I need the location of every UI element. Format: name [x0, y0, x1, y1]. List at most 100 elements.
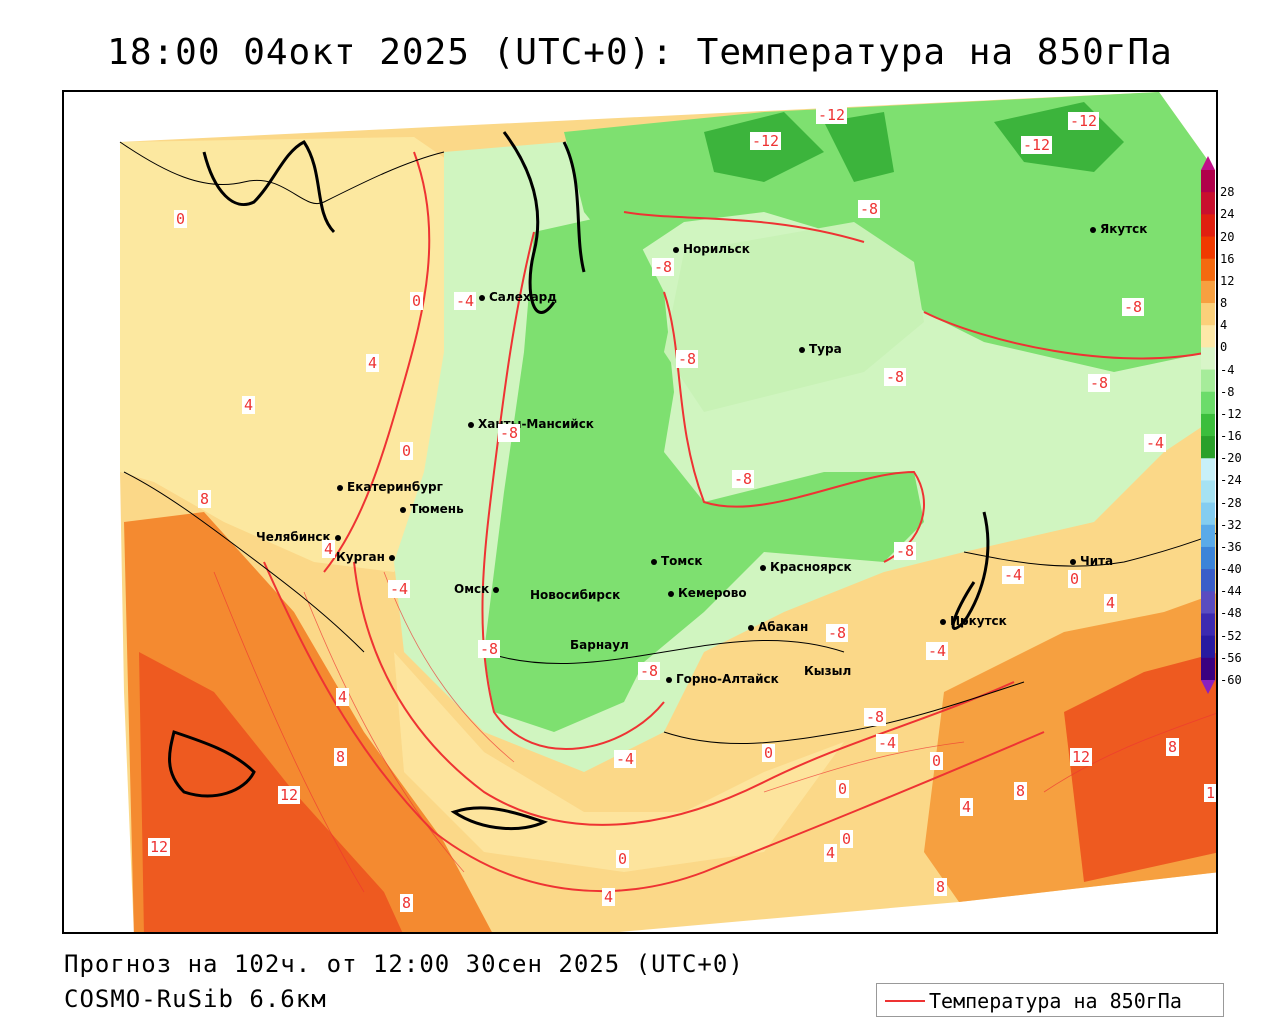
contour-label: -8 — [1088, 374, 1111, 392]
hot-core-south-east — [1064, 653, 1216, 882]
contour-label: 4 — [602, 888, 616, 906]
contour-label: 0 — [400, 442, 414, 460]
color-scale-segment — [1201, 258, 1215, 282]
city-krasnoyarsk: Красноярск — [760, 560, 852, 574]
color-scale-tick-label: 20 — [1220, 229, 1235, 244]
color-scale-segment — [1201, 502, 1215, 526]
color-scale-tick-label: -12 — [1220, 406, 1242, 421]
city-irkutsk: Иркутск — [940, 614, 1007, 628]
contour-label: -4 — [614, 750, 637, 768]
city-dot-icon — [493, 586, 500, 593]
contour-label: 0 — [836, 780, 850, 798]
contour-label: 12 — [278, 786, 301, 804]
color-scale-tick-label: 16 — [1220, 251, 1235, 266]
color-scale-segment — [1201, 236, 1215, 260]
contour-label: 4 — [242, 396, 256, 414]
contour-label: 8 — [1014, 782, 1028, 800]
color-scale-tick-label: -32 — [1220, 517, 1242, 532]
contour-label: -8 — [826, 624, 849, 642]
city-dot-icon — [668, 590, 674, 597]
city-tyumen: Тюмень — [400, 502, 464, 516]
city-dot-icon — [1090, 226, 1096, 233]
contour-label: 4 — [960, 798, 974, 816]
city-dot-icon — [760, 564, 766, 571]
contour-label: -12 — [816, 106, 848, 124]
color-scale-segment — [1201, 480, 1215, 504]
contour-label: -8 — [864, 708, 887, 726]
color-scale-segment — [1201, 303, 1215, 326]
contour-label: 12 — [1204, 784, 1216, 802]
borders — [119, 141, 1216, 745]
city-dot-icon — [1070, 558, 1076, 565]
contour-label: 4 — [824, 844, 838, 862]
city-kyzyl: Кызыл — [804, 664, 852, 678]
color-scale-tick-label: -60 — [1220, 673, 1242, 687]
warm-zone-north-west — [120, 137, 494, 572]
contour-label: -4 — [388, 580, 411, 598]
contour-label: 0 — [762, 744, 776, 762]
city-salekhard: Салехард — [479, 290, 557, 304]
color-scale-tick-label: -52 — [1220, 628, 1242, 643]
city-dot-icon — [334, 534, 341, 541]
city-dot-icon — [799, 346, 805, 353]
city-dot-icon — [940, 618, 946, 625]
color-scale-segment — [1201, 635, 1215, 659]
city-barnaul: Барнаул — [570, 638, 629, 652]
color-scale-segment — [1201, 458, 1215, 481]
contour-label: -8 — [858, 200, 881, 218]
color-scale-segment — [1201, 413, 1215, 437]
color-scale-tick-label: -24 — [1220, 473, 1242, 488]
contour-label: 4 — [366, 354, 380, 372]
city-kemerovo: Кемерово — [668, 586, 747, 600]
contour-label: -4 — [454, 292, 477, 310]
color-scale-segment — [1201, 524, 1215, 548]
contour-label: 4 — [322, 540, 336, 558]
contour-label: -8 — [498, 424, 521, 442]
map-field — [119, 92, 1216, 932]
color-scale-tick-label: 28 — [1220, 185, 1235, 200]
city-dot-icon — [337, 484, 343, 491]
contour-label: -8 — [1122, 298, 1145, 316]
color-scale-tick-label: -44 — [1220, 584, 1242, 599]
temperature-band-south — [394, 652, 844, 872]
color-scale-segments — [1201, 170, 1215, 681]
contour-label: -4 — [1002, 566, 1025, 584]
color-scale-segment — [1201, 391, 1215, 415]
contour-label: 0 — [840, 830, 854, 848]
color-scale-tick-label: -40 — [1220, 562, 1242, 577]
color-scale-tick-label: 12 — [1220, 273, 1235, 288]
color-scale-tick-label: -28 — [1220, 495, 1242, 510]
city-kurgan: Курган — [336, 550, 399, 564]
contour-label: -8 — [732, 470, 755, 488]
city-yakutsk: Якутск — [1090, 222, 1147, 236]
contour-label: 0 — [410, 292, 424, 310]
color-scale-segment — [1201, 170, 1215, 193]
color-scale-tick-label: 8 — [1220, 296, 1228, 311]
map-title: 18:00 04окт 2025 (UTC+0): Температура на… — [107, 32, 1173, 73]
temperature-map: Норильск Салехард Тура Якутск Ханты-Манс… — [62, 90, 1218, 934]
city-dot-icon — [400, 506, 406, 513]
color-scale — [1201, 156, 1215, 698]
contour-label: -8 — [478, 640, 501, 658]
city-yekaterinburg: Екатеринбург — [337, 480, 443, 494]
contour-label: -12 — [750, 132, 782, 150]
color-scale-segment — [1201, 613, 1215, 637]
color-scale-tick-label: -16 — [1220, 429, 1242, 444]
city-dot-icon — [651, 558, 657, 565]
contour-label: -8 — [884, 368, 907, 386]
contour-label: 8 — [1166, 738, 1180, 756]
color-scale-segment — [1201, 214, 1215, 238]
contour-label: 4 — [1104, 594, 1118, 612]
color-scale-tick-label: -8 — [1220, 384, 1235, 399]
contour-label: 12 — [148, 838, 171, 856]
contour-label: 8 — [198, 490, 212, 508]
legend-label: Температура на 850гПа — [929, 989, 1182, 1013]
city-tomsk: Томск — [651, 554, 703, 568]
cool-zone-central-siberia — [664, 222, 924, 412]
city-chita: Чита — [1070, 554, 1113, 568]
model-info: COSMO-RuSib 6.6км — [64, 985, 327, 1013]
color-scale-segment — [1201, 569, 1215, 592]
city-abakan: Абакан — [748, 620, 808, 634]
contour-label: -4 — [1144, 434, 1167, 452]
legend-line-swatch — [885, 1000, 925, 1002]
